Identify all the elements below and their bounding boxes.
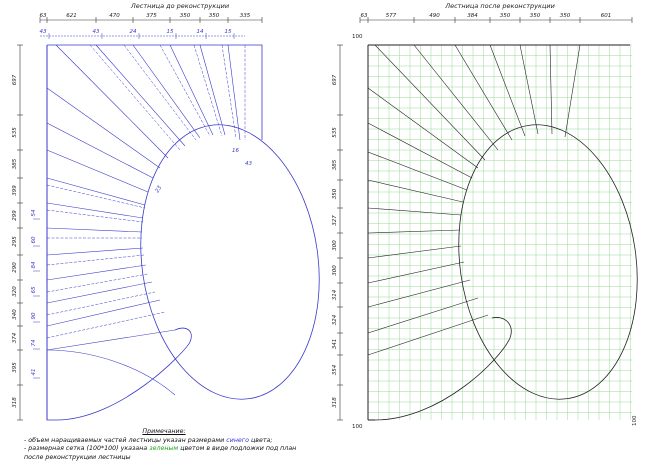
- left-blue-side-dim-3: 65: [31, 286, 37, 293]
- left-blue-side-dims: 54 60 84 65 90 74 41: [31, 209, 40, 379]
- left-blue-side-dim-1: 60: [31, 236, 37, 243]
- left-side-dim-7: 320: [12, 286, 18, 297]
- left-blue-top-dim-2: 24: [130, 29, 137, 35]
- note-line-2-color: зеленым: [149, 445, 179, 453]
- right-side-dim-10: 354: [332, 364, 338, 375]
- right-side-dim-4: 327: [332, 215, 338, 226]
- right-side-dim-11: 318: [332, 397, 338, 408]
- right-steps: [367, 44, 581, 356]
- right-side-dim-1: 535: [332, 127, 338, 138]
- left-side-dim-4: 299: [12, 210, 18, 221]
- note-line-2-pre: - размерная сетка (100*100) указана: [24, 445, 150, 453]
- left-blue-top-dim-4: 14: [197, 29, 204, 35]
- right-side-dim-8: 324: [332, 314, 338, 325]
- note-line-2-post: цветом в виде подложки под план: [178, 445, 297, 453]
- right-top-dim-6: 350: [560, 13, 571, 19]
- right-side-dim-9: 341: [332, 339, 338, 350]
- left-top-dim-2: 470: [109, 13, 120, 19]
- right-side-dims: 697 535 385 350 327 300 300 314 324 341 354 318: [332, 44, 343, 421]
- left-top-dim-6: 335: [240, 13, 251, 19]
- right-top-dim-1: 577: [386, 13, 397, 19]
- left-blue-side-dim-2: 84: [31, 261, 37, 268]
- left-top-dim-0: 63: [40, 13, 47, 19]
- left-top-dim-5: 350: [209, 13, 220, 19]
- left-top-ticks: 63 621 470 375 350 350 335: [40, 13, 263, 23]
- left-blue-top-dim-3: 15: [167, 29, 174, 35]
- left-side-dims: 697 535 385 399 299 295 290 320 340 374 395 318: [12, 44, 23, 421]
- left-blue-side-dim-5: 74: [31, 339, 37, 346]
- left-blue-top-dim-5: 15: [225, 29, 232, 35]
- left-drawing: Лестница до реконструкции 63 621 470 375 350…: [12, 2, 320, 421]
- left-side-dim-9: 374: [12, 332, 18, 343]
- notes-header: Примечание:: [142, 428, 186, 435]
- green-grid: [367, 44, 632, 420]
- note-line-1: - объем наращиваемых частей лестницы ука…: [24, 437, 344, 446]
- left-side-dim-10: 395: [12, 362, 18, 373]
- right-top-dim-5: 350: [530, 13, 541, 19]
- left-blue-top-dim-1: 43: [93, 29, 100, 35]
- left-blue-side-dim-6: 41: [31, 369, 37, 376]
- corner-dim-1: 100: [352, 34, 363, 40]
- right-drawing: Лестница после реконструкции 63 577 490 384…: [332, 2, 638, 430]
- left-top-dim-3: 375: [146, 13, 157, 19]
- left-blue-side-dim-0: 54: [31, 209, 37, 216]
- left-blue-top-dim-0: 43: [40, 29, 47, 35]
- note-line-1-color: синего: [226, 436, 249, 444]
- left-side-dim-0: 697: [12, 74, 18, 85]
- left-blue-side-dim-4: 90: [31, 312, 37, 319]
- right-side-dim-5: 300: [332, 240, 338, 251]
- left-side-dim-6: 290: [12, 262, 18, 273]
- right-side-dim-0: 697: [332, 74, 338, 85]
- left-side-dim-3: 399: [12, 185, 18, 196]
- right-top-ticks: 63 577 490 384 350 350 350 601: [359, 13, 633, 23]
- left-top-dim-4: 350: [180, 13, 191, 19]
- notes: Примечание: - объем наращиваемых частей …: [24, 428, 344, 462]
- corner-dim-2: 100: [352, 424, 363, 430]
- right-top-dim-7: 601: [601, 13, 612, 19]
- inner-dim-2: 43: [245, 161, 252, 167]
- left-stair-well: [140, 124, 320, 400]
- note-line-1-post: цвета;: [248, 436, 273, 444]
- right-side-dim-6: 300: [332, 265, 338, 276]
- right-title: Лестница после реконструкции: [444, 2, 555, 10]
- left-steps: [46, 44, 241, 351]
- corner-dim-3: 100: [632, 415, 638, 426]
- left-blue-top-dims: 43 43 24 15 14 15: [40, 29, 235, 39]
- left-top-dim-1: 621: [66, 13, 77, 19]
- right-top-dim-2: 490: [429, 13, 440, 19]
- right-side-dim-2: 385: [332, 159, 338, 170]
- right-side-dim-7: 314: [332, 289, 338, 300]
- left-title: Лестница до реконструкции: [130, 2, 229, 10]
- inner-dim-3: 23: [155, 185, 164, 194]
- left-side-dim-1: 535: [12, 127, 18, 138]
- left-side-dim-2: 385: [12, 158, 18, 169]
- left-side-dim-11: 318: [12, 397, 18, 408]
- right-top-dim-4: 350: [500, 13, 511, 19]
- note-line-1-pre: - объем наращиваемых частей лестницы ука…: [24, 436, 227, 444]
- inner-dim-1: 16: [232, 148, 239, 154]
- left-side-dim-5: 295: [12, 236, 18, 247]
- right-top-dim-3: 384: [467, 13, 478, 19]
- right-top-dim-0: 63: [361, 13, 368, 19]
- right-side-dim-3: 350: [332, 188, 338, 199]
- note-line-2: - размерная сетка (100*100) указана зеле…: [24, 445, 344, 454]
- note-line-3: после реконструкции лестницы: [24, 453, 131, 461]
- left-side-dim-8: 340: [12, 309, 18, 320]
- right-stair-well: [458, 124, 638, 400]
